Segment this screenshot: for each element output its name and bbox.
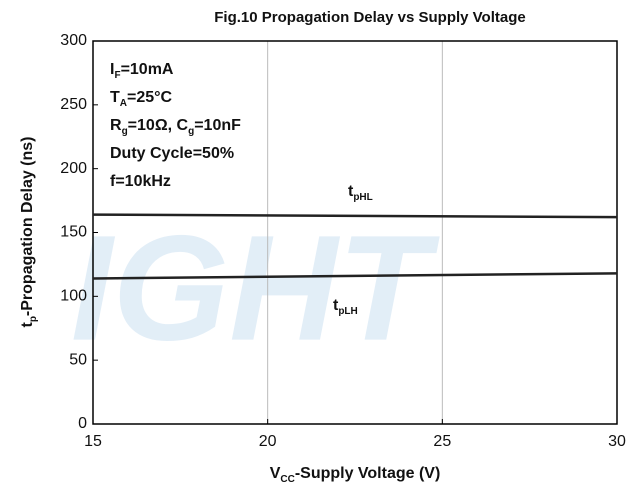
x-axis-label-part: V [270, 465, 281, 482]
watermark: IGHT [71, 204, 441, 372]
annotation: f=10kHz [110, 173, 171, 190]
line-label: tpLH [333, 297, 358, 317]
annotation-part: R [110, 117, 122, 134]
data-line [92, 213, 618, 219]
y-tick-label: 200 [60, 160, 87, 177]
annotation-part: f=10kHz [110, 173, 171, 190]
data-line [92, 272, 618, 280]
annotation: Duty Cycle=50% [110, 145, 234, 162]
annotation: TA=25°C [110, 89, 173, 109]
annotation-part: I [110, 61, 114, 78]
annotation-part: A [120, 98, 127, 109]
x-axis-label: VCC-Supply Voltage (V) [270, 465, 441, 485]
annotation-part: g [122, 126, 128, 137]
y-tick-label: 100 [60, 288, 87, 305]
chart-title: Fig.10 Propagation Delay vs Supply Volta… [214, 9, 525, 26]
x-tick-label: 25 [433, 433, 451, 450]
line-label-part: t [348, 183, 354, 200]
annotation-part: Duty Cycle=50% [110, 145, 234, 162]
annotation: Rg=10Ω, Cg=10nF [110, 117, 241, 137]
annotation-part: F [114, 70, 120, 81]
annotation-part: =10Ω, C [128, 117, 189, 134]
x-tick-label: 30 [608, 433, 626, 450]
y-axis-label-part: -Propagation Delay (ns) [19, 136, 36, 316]
annotation-part: =10nF [194, 117, 241, 134]
y-tick-label: 150 [60, 224, 87, 241]
line-label-part: t [333, 297, 339, 314]
annotation-part: g [188, 126, 194, 137]
annotation-part: =10mA [121, 61, 174, 78]
annotation-part: T [110, 89, 120, 106]
line-label-part: pLH [338, 306, 357, 317]
x-axis-label-part: CC [280, 474, 294, 485]
annotation-part: =25°C [127, 89, 173, 106]
x-axis-label-part: -Supply Voltage (V) [295, 465, 440, 482]
y-axis-label-part: p [28, 316, 39, 322]
annotation: IF=10mA [110, 61, 174, 81]
line-label: tpHL [348, 183, 373, 203]
y-tick-label: 0 [78, 415, 87, 432]
y-tick-label: 250 [60, 96, 87, 113]
y-tick-label: 300 [60, 32, 87, 49]
x-tick-label: 20 [259, 433, 277, 450]
line-label-part: pHL [353, 192, 372, 203]
y-axis-label: tp-Propagation Delay (ns) [19, 136, 39, 327]
y-axis-label-part: t [19, 322, 36, 328]
x-tick-label: 15 [84, 433, 102, 450]
plot-frame [92, 40, 618, 425]
y-tick-label: 50 [69, 351, 87, 368]
